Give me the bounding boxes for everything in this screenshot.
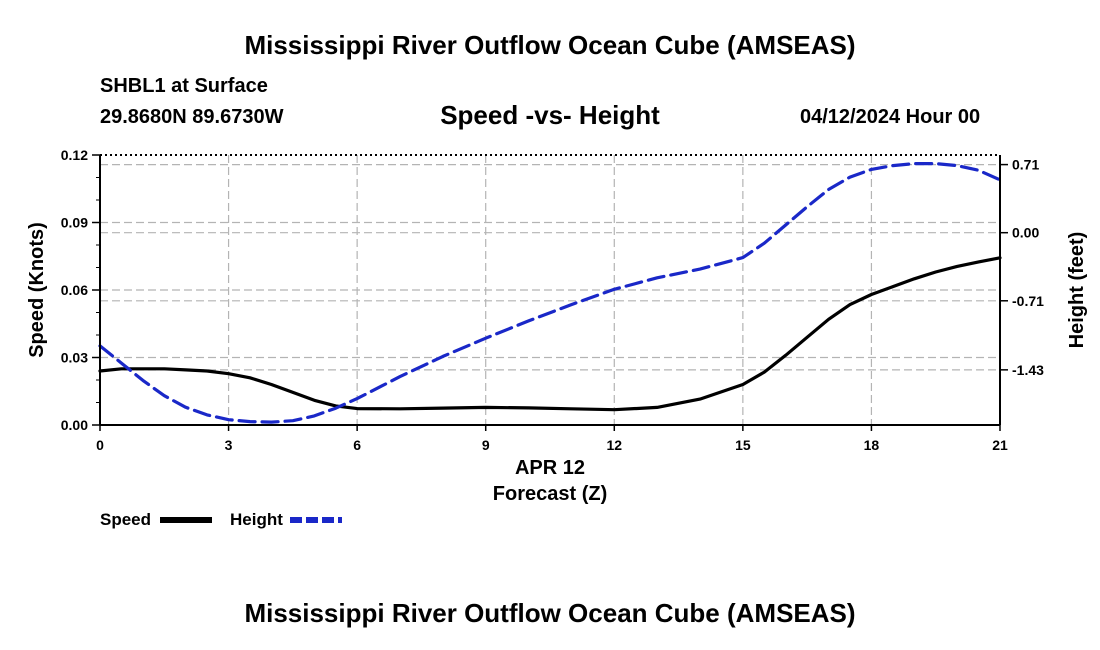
station-coordinates: 29.8680N 89.6730W bbox=[100, 106, 284, 128]
legend: Speed Height bbox=[100, 510, 342, 529]
y2-tick-label: 0.00 bbox=[1012, 225, 1039, 241]
grid bbox=[100, 155, 1000, 425]
x-date-label: APR 12 bbox=[515, 457, 585, 479]
y-tick-label: 0.12 bbox=[61, 147, 88, 163]
plot-title: Speed -vs- Height bbox=[440, 100, 660, 130]
legend-speed-label: Speed bbox=[100, 510, 151, 529]
x-tick-label: 21 bbox=[992, 437, 1008, 453]
x-tick-label: 12 bbox=[606, 437, 622, 453]
series-layer bbox=[98, 162, 1002, 424]
y2-tick-label: -0.71 bbox=[1012, 293, 1044, 309]
y2-tick-label: -1.43 bbox=[1012, 362, 1044, 378]
y2-tick-label: 0.71 bbox=[1012, 157, 1039, 173]
y-tick-label: 0.00 bbox=[61, 417, 88, 433]
y-tick-label: 0.03 bbox=[61, 350, 88, 366]
y-tick-label: 0.09 bbox=[61, 215, 88, 231]
series-line-height bbox=[98, 162, 1002, 424]
chart-main-title: Mississippi River Outflow Ocean Cube (AM… bbox=[244, 30, 856, 60]
tick-labels: 0 3 6 9 12 15 18 21 0.00 0.03 0.06 0.09 0.12 0.71 0.00… bbox=[61, 147, 1044, 453]
y-tick-label: 0.06 bbox=[61, 282, 88, 298]
x-tick-label: 3 bbox=[225, 437, 233, 453]
x-axis-title: Forecast (Z) bbox=[493, 483, 607, 505]
footer-title: Mississippi River Outflow Ocean Cube (AM… bbox=[244, 598, 856, 628]
legend-height-label: Height bbox=[230, 510, 283, 529]
x-tick-label: 6 bbox=[353, 437, 361, 453]
station-label: SHBL1 at Surface bbox=[100, 75, 268, 97]
x-tick-label: 18 bbox=[864, 437, 880, 453]
series-line-speed bbox=[98, 256, 1002, 412]
y2-axis-title: Height (feet) bbox=[1066, 232, 1088, 349]
run-time: 04/12/2024 Hour 00 bbox=[800, 106, 981, 128]
y-axis-title: Speed (Knots) bbox=[26, 222, 48, 358]
axes bbox=[92, 154, 1008, 431]
x-tick-label: 15 bbox=[735, 437, 751, 453]
x-tick-label: 9 bbox=[482, 437, 490, 453]
x-tick-label: 0 bbox=[96, 437, 104, 453]
